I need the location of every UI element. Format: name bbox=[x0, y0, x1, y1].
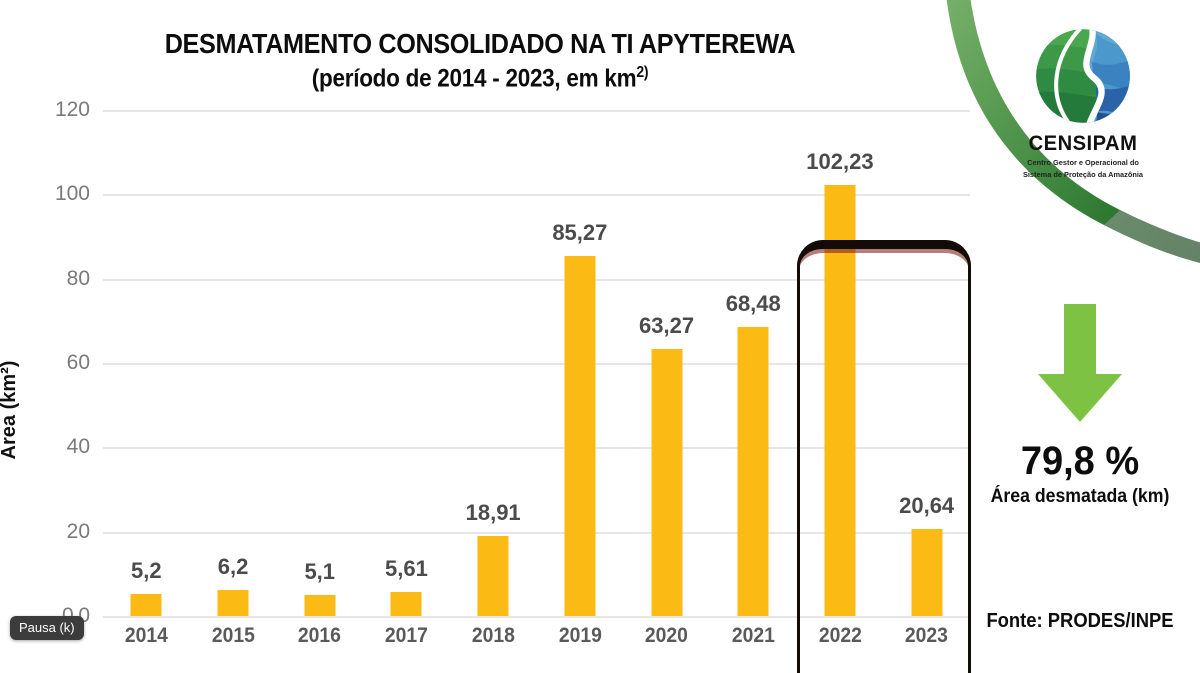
x-axis-tick: 2020 bbox=[645, 624, 689, 647]
x-axis-tick: 2017 bbox=[384, 624, 428, 647]
x-axis-tick: 2015 bbox=[211, 624, 255, 647]
y-axis-zero-label: 0 bbox=[62, 604, 74, 628]
gridline bbox=[103, 447, 970, 450]
bar-column[interactable]: 5,61 bbox=[363, 110, 450, 616]
title-block: DESMATAMENTO CONSOLIDADO NA TI APYTEREWA… bbox=[0, 28, 960, 94]
y-axis-tick: 40 bbox=[66, 435, 90, 459]
bar-column[interactable]: 5,1 bbox=[276, 110, 363, 616]
bar-column[interactable]: 63,27 bbox=[623, 110, 710, 616]
bar-value-label: 5,1 bbox=[304, 558, 336, 584]
arrow-down-icon bbox=[1038, 304, 1122, 422]
chart-subtitle-superscript: 2) bbox=[636, 64, 649, 82]
bar[interactable] bbox=[824, 184, 856, 616]
bar[interactable] bbox=[130, 594, 162, 616]
chart-gridlines bbox=[103, 110, 970, 618]
x-axis-tick: 2018 bbox=[471, 624, 515, 647]
bar-value-label: 5,2 bbox=[131, 558, 162, 584]
bar[interactable] bbox=[390, 592, 422, 616]
censipam-globe-logo-icon bbox=[1036, 29, 1130, 123]
bar-column[interactable]: 18,91 bbox=[450, 110, 537, 616]
bar-value-label: 6,2 bbox=[217, 553, 249, 579]
bar-value-label: 68,48 bbox=[725, 291, 781, 317]
percent-caption: Área desmatada (km) bbox=[990, 486, 1170, 507]
y-axis-tick: 20 bbox=[66, 519, 90, 543]
x-axis-tick: 2021 bbox=[731, 624, 775, 647]
bar[interactable] bbox=[911, 528, 943, 616]
green-swoosh-decoration bbox=[946, 0, 1200, 263]
y-axis-tick: 80 bbox=[66, 266, 90, 290]
percent-value: 79,8 % bbox=[1020, 439, 1140, 483]
bar-value-label: 18,91 bbox=[465, 500, 521, 526]
chart-bars: 5,2 6,2 5,1 5,61 18,91 85,27 63,27 68,48 102,23 2… bbox=[103, 110, 970, 616]
bar-column[interactable]: 5,2 bbox=[103, 110, 190, 616]
bar[interactable] bbox=[217, 589, 249, 616]
statistic-block: 79,8 % Área desmatada (km) bbox=[960, 300, 1200, 508]
x-axis-tick: 2014 bbox=[124, 624, 168, 647]
logo-subtitle-line-1: Centro Gestor e Operacional do bbox=[1027, 158, 1139, 167]
bar-value-label: 5,61 bbox=[385, 556, 428, 582]
bar-value-label: 85,27 bbox=[552, 220, 608, 246]
x-axis-tick: 2023 bbox=[905, 624, 949, 647]
y-axis-tick: 100 bbox=[54, 182, 90, 206]
x-axis-tick: 2019 bbox=[558, 624, 602, 647]
bar-column[interactable]: 85,27 bbox=[537, 110, 624, 616]
chart-subtitle: (período de 2014 - 2023, em km2) bbox=[48, 64, 912, 93]
bar-value-label: 63,27 bbox=[639, 313, 695, 339]
bar-value-label: 20,64 bbox=[899, 492, 955, 518]
x-axis-tick-labels: 2014 2015 2016 2017 2018 2019 2020 2021 2022 2023 bbox=[103, 622, 970, 668]
bar[interactable] bbox=[304, 594, 336, 616]
gridline bbox=[103, 363, 970, 365]
right-panel: CENSIPAM Centro Gestor e Operacional do … bbox=[946, 0, 1200, 673]
y-axis-tick: 120 bbox=[54, 98, 90, 121]
bar-value-label: 102,23 bbox=[806, 148, 874, 174]
x-axis-tick: 2022 bbox=[818, 624, 862, 647]
bar[interactable] bbox=[564, 256, 596, 616]
x-axis-tick: 2016 bbox=[298, 624, 342, 647]
y-axis-tick: 60 bbox=[66, 351, 90, 374]
gridline bbox=[103, 110, 970, 112]
gridline bbox=[103, 616, 970, 618]
bar-column[interactable]: 102,23 bbox=[797, 110, 884, 616]
logo-wordmark: CENSIPAM bbox=[1028, 132, 1138, 155]
bar-column[interactable]: 6,2 bbox=[190, 110, 277, 616]
chart-plot-area: Área (km²) 120 100 80 60 40 20 0 5,2 6,2 5,1 5,61… bbox=[0, 98, 975, 673]
censipam-logo: CENSIPAM Centro Gestor e Operacional do … bbox=[1008, 22, 1158, 180]
y-axis-tick-labels: 120 100 80 60 40 20 0 bbox=[10, 98, 90, 627]
bar[interactable] bbox=[477, 536, 509, 616]
gridline bbox=[103, 531, 970, 534]
gridline bbox=[103, 278, 970, 281]
bar[interactable] bbox=[651, 349, 683, 616]
pausa-tooltip[interactable]: Pausa (k) bbox=[10, 616, 84, 640]
bar-column[interactable]: 20,64 bbox=[883, 110, 970, 616]
source-note: Fonte: PRODES/INPE bbox=[986, 610, 1174, 632]
y-axis-tick: 0 bbox=[78, 604, 90, 627]
gridline bbox=[103, 194, 970, 197]
logo-subtitle-line-2: Sistema de Proteção da Amazônia bbox=[1022, 169, 1144, 179]
bar[interactable] bbox=[737, 327, 769, 616]
page-title: DESMATAMENTO CONSOLIDADO NA TI APYTEREWA bbox=[164, 28, 796, 59]
chart-subtitle-text: (período de 2014 - 2023, em km bbox=[311, 64, 637, 93]
bar-column[interactable]: 68,48 bbox=[710, 110, 797, 616]
